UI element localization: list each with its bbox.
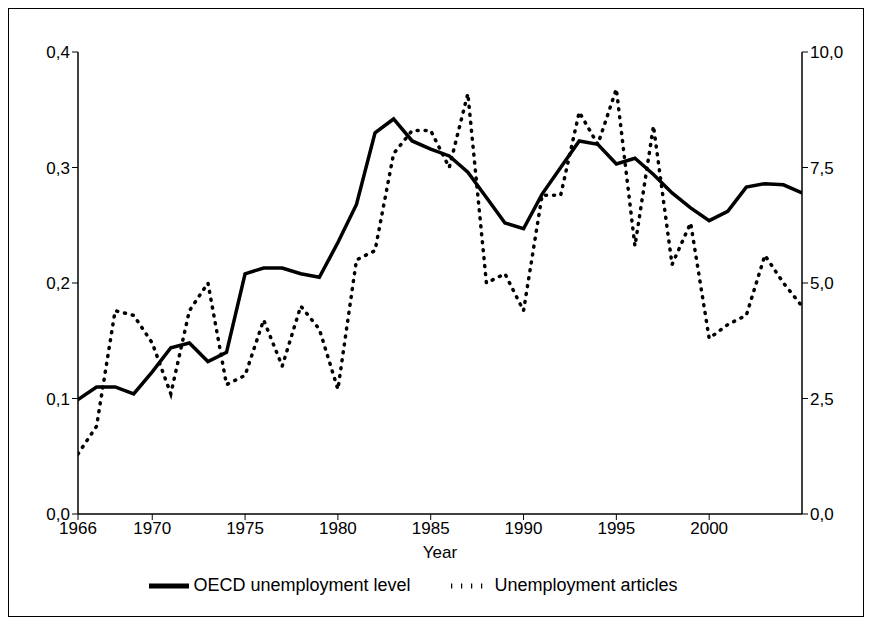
svg-text:0,4: 0,4 <box>46 43 70 62</box>
svg-text:0,0: 0,0 <box>46 505 70 524</box>
svg-text:2,5: 2,5 <box>810 390 834 409</box>
svg-text:0,0: 0,0 <box>810 505 834 524</box>
svg-text:0,3: 0,3 <box>46 159 70 178</box>
svg-text:1980: 1980 <box>319 519 357 538</box>
svg-text:1985: 1985 <box>412 519 450 538</box>
svg-text:1975: 1975 <box>226 519 264 538</box>
svg-text:2000: 2000 <box>690 519 728 538</box>
svg-text:1966: 1966 <box>59 519 97 539</box>
svg-text:1995: 1995 <box>597 519 635 538</box>
html-text:Unemployment articles: Unemployment articles <box>494 574 678 595</box>
svg-text:7,5: 7,5 <box>810 159 834 178</box>
svg-text:10,0: 10,0 <box>810 43 843 62</box>
svg-text:1970: 1970 <box>133 519 171 538</box>
svg-text:0,2: 0,2 <box>46 274 70 293</box>
svg-text:5,0: 5,0 <box>810 274 834 293</box>
svg-text:1990: 1990 <box>505 519 543 538</box>
svg-text:0,1: 0,1 <box>46 390 70 409</box>
svg-text:Year: Year <box>423 543 458 562</box>
html-text:OECD unemployment level: OECD unemployment level <box>193 574 411 595</box>
